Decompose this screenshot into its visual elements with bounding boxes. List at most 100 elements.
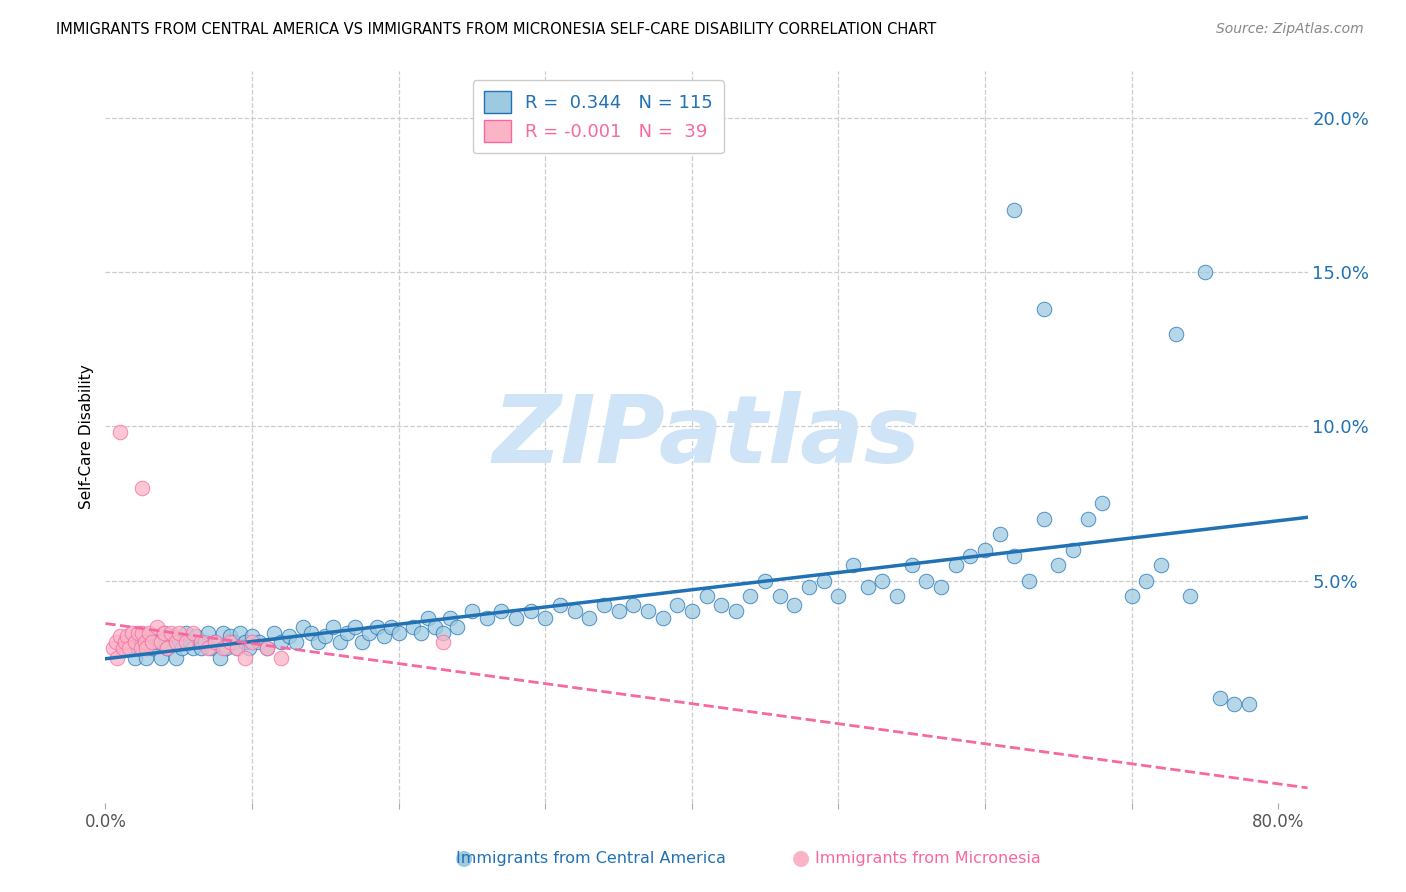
Point (1180, 589, 1202, 603)
Point (134, 635, 156, 649)
Point (219, 635, 242, 649)
Point (247, 635, 270, 649)
Point (233, 635, 256, 649)
Point (277, 629, 299, 643)
Point (1032, 301, 1054, 316)
Point (135, 650, 157, 665)
Point (200, 641, 222, 656)
Point (270, 635, 292, 649)
Point (959, 549, 981, 563)
Point (240, 635, 263, 649)
Point (1077, 512, 1099, 526)
Point (945, 558, 967, 573)
Point (578, 610, 600, 624)
Point (131, 635, 153, 649)
Text: Source: ZipAtlas.com: Source: ZipAtlas.com (1216, 22, 1364, 37)
Point (156, 641, 179, 656)
Point (233, 650, 256, 665)
Y-axis label: Self-Care Disability: Self-Care Disability (79, 365, 94, 509)
Point (724, 604, 747, 618)
Point (101, 641, 124, 656)
Point (131, 481, 153, 495)
Point (388, 626, 411, 640)
Text: ZIPatlas: ZIPatlas (492, 391, 921, 483)
Point (856, 580, 879, 594)
Point (505, 610, 527, 624)
Point (439, 610, 461, 624)
Point (174, 626, 197, 640)
Point (226, 641, 249, 656)
Point (769, 589, 792, 603)
Point (112, 641, 135, 656)
Point (1135, 574, 1157, 588)
Point (637, 604, 659, 618)
Point (534, 610, 557, 624)
Text: ●: ● (456, 848, 472, 868)
Point (270, 650, 292, 665)
Point (156, 641, 179, 656)
Point (117, 629, 139, 643)
Point (167, 626, 190, 640)
Point (813, 574, 835, 588)
Point (150, 635, 173, 649)
Point (186, 629, 208, 643)
Point (226, 641, 249, 656)
Point (150, 650, 173, 665)
Point (1018, 574, 1040, 588)
Point (548, 599, 571, 613)
Point (564, 604, 586, 618)
Point (929, 580, 952, 594)
Point (366, 620, 388, 634)
Point (179, 635, 201, 649)
Point (373, 629, 395, 643)
Point (114, 635, 136, 649)
Point (197, 626, 219, 640)
Point (105, 650, 128, 665)
Point (915, 574, 938, 588)
Point (124, 650, 146, 665)
Point (710, 599, 733, 613)
Point (138, 629, 160, 643)
Point (343, 620, 366, 634)
Point (211, 641, 233, 656)
Point (754, 574, 776, 588)
Point (475, 610, 498, 624)
Point (127, 641, 149, 656)
Point (1164, 326, 1187, 341)
Point (872, 574, 894, 588)
Point (446, 620, 468, 634)
Point (299, 626, 322, 640)
Point (900, 558, 922, 573)
Point (797, 580, 820, 594)
Point (256, 641, 278, 656)
Point (651, 610, 673, 624)
Point (783, 599, 806, 613)
Point (141, 641, 163, 656)
Point (1002, 203, 1025, 218)
Point (263, 626, 285, 640)
Point (256, 641, 278, 656)
Text: ●: ● (793, 848, 810, 868)
Point (1002, 549, 1025, 563)
Point (695, 589, 717, 603)
Point (1047, 558, 1070, 573)
Point (380, 620, 402, 634)
Point (145, 620, 167, 634)
Point (292, 620, 315, 634)
Point (1223, 697, 1246, 711)
Point (322, 620, 344, 634)
Point (336, 626, 359, 640)
Point (229, 626, 252, 640)
Point (219, 629, 242, 643)
Point (350, 635, 373, 649)
Point (1194, 265, 1216, 279)
Point (124, 635, 146, 649)
Point (129, 641, 152, 656)
Point (607, 604, 630, 618)
Point (160, 626, 183, 640)
Point (314, 629, 336, 643)
Point (204, 635, 226, 649)
Point (224, 635, 246, 649)
Point (974, 542, 997, 557)
Point (190, 635, 212, 649)
